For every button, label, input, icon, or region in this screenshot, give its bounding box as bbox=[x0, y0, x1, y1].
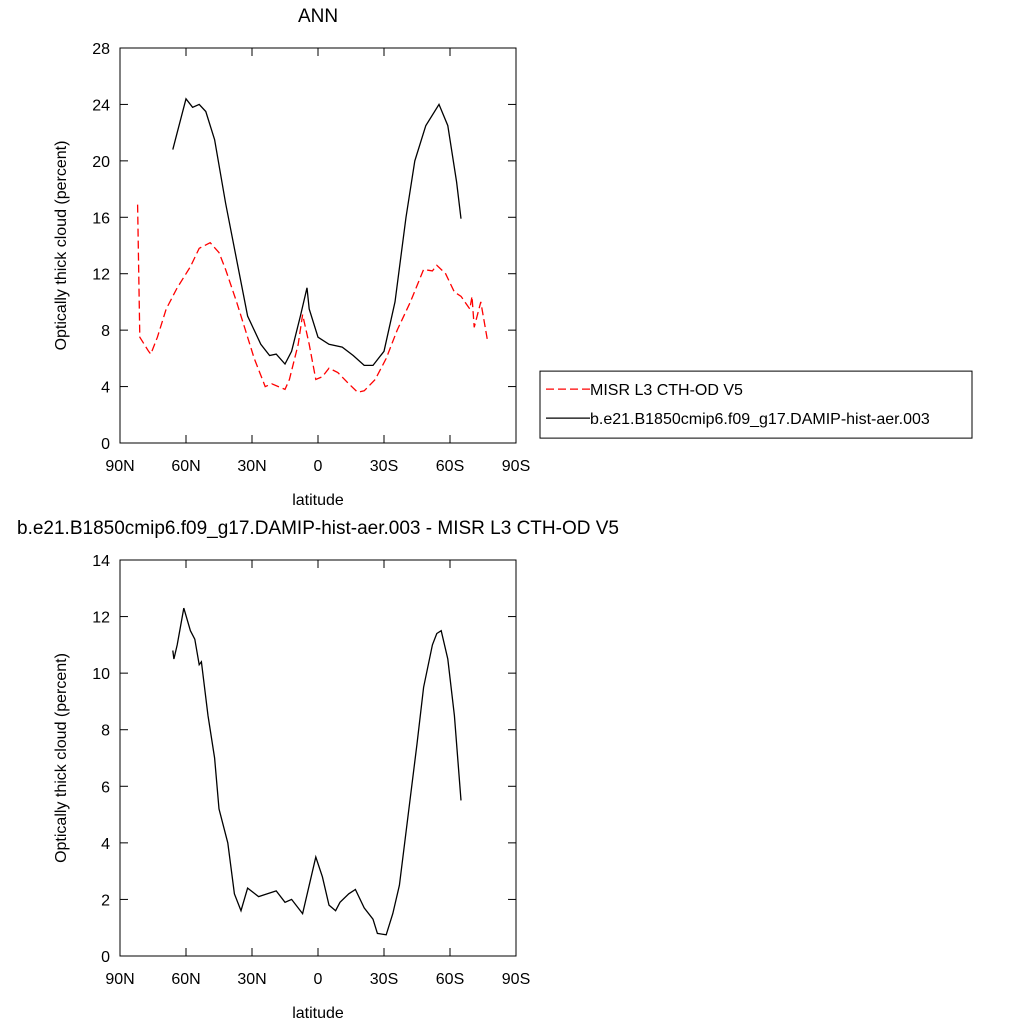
y-tick-label: 24 bbox=[92, 97, 110, 114]
y-tick-label: 10 bbox=[92, 666, 110, 683]
x-tick-label: 0 bbox=[314, 458, 323, 475]
x-tick-label: 90N bbox=[105, 458, 134, 475]
x-tick-label: 30N bbox=[237, 971, 266, 988]
x-tick-label: 60N bbox=[171, 971, 200, 988]
plot-frame bbox=[119, 559, 517, 957]
y-tick-label: 0 bbox=[101, 436, 110, 453]
x-tick-label: 30N bbox=[237, 458, 266, 475]
x-axis-label: latitude bbox=[292, 1005, 344, 1022]
legend-label: b.e21.B1850cmip6.f09_g17.DAMIP-hist-aer.… bbox=[590, 411, 930, 428]
y-tick-label: 4 bbox=[101, 836, 110, 853]
x-tick-label: 60S bbox=[436, 458, 464, 475]
chart-title: ANN bbox=[298, 6, 338, 27]
y-axis-label: Optically thick cloud (percent) bbox=[53, 141, 70, 351]
x-tick-label: 30S bbox=[370, 971, 398, 988]
x-tick-label: 30S bbox=[370, 458, 398, 475]
x-tick-label: 90S bbox=[502, 458, 530, 475]
chart-title: b.e21.B1850cmip6.f09_g17.DAMIP-hist-aer.… bbox=[17, 518, 619, 539]
y-tick-label: 12 bbox=[92, 610, 110, 627]
y-tick-label: 8 bbox=[101, 723, 110, 740]
data-line bbox=[136, 204, 489, 393]
x-axis-label: latitude bbox=[292, 492, 344, 509]
y-axis-label: Optically thick cloud (percent) bbox=[53, 653, 70, 863]
y-tick-label: 16 bbox=[92, 210, 110, 227]
x-tick-label: 60N bbox=[171, 458, 200, 475]
y-tick-label: 2 bbox=[101, 892, 110, 909]
legend-label: MISR L3 CTH-OD V5 bbox=[590, 382, 743, 399]
plot-frame bbox=[119, 47, 517, 444]
y-tick-label: 28 bbox=[92, 41, 110, 58]
y-tick-label: 4 bbox=[101, 380, 110, 397]
y-tick-label: 20 bbox=[92, 154, 110, 171]
y-tick-label: 8 bbox=[101, 323, 110, 340]
y-tick-label: 12 bbox=[92, 267, 110, 284]
x-tick-label: 90N bbox=[105, 971, 134, 988]
y-tick-label: 14 bbox=[92, 553, 110, 570]
x-tick-label: 0 bbox=[314, 971, 323, 988]
x-tick-label: 90S bbox=[502, 971, 530, 988]
data-line bbox=[172, 97, 462, 367]
y-tick-label: 0 bbox=[101, 949, 110, 966]
legend-box bbox=[539, 370, 973, 439]
data-line bbox=[172, 607, 462, 936]
x-tick-label: 60S bbox=[436, 971, 464, 988]
y-tick-label: 6 bbox=[101, 779, 110, 796]
